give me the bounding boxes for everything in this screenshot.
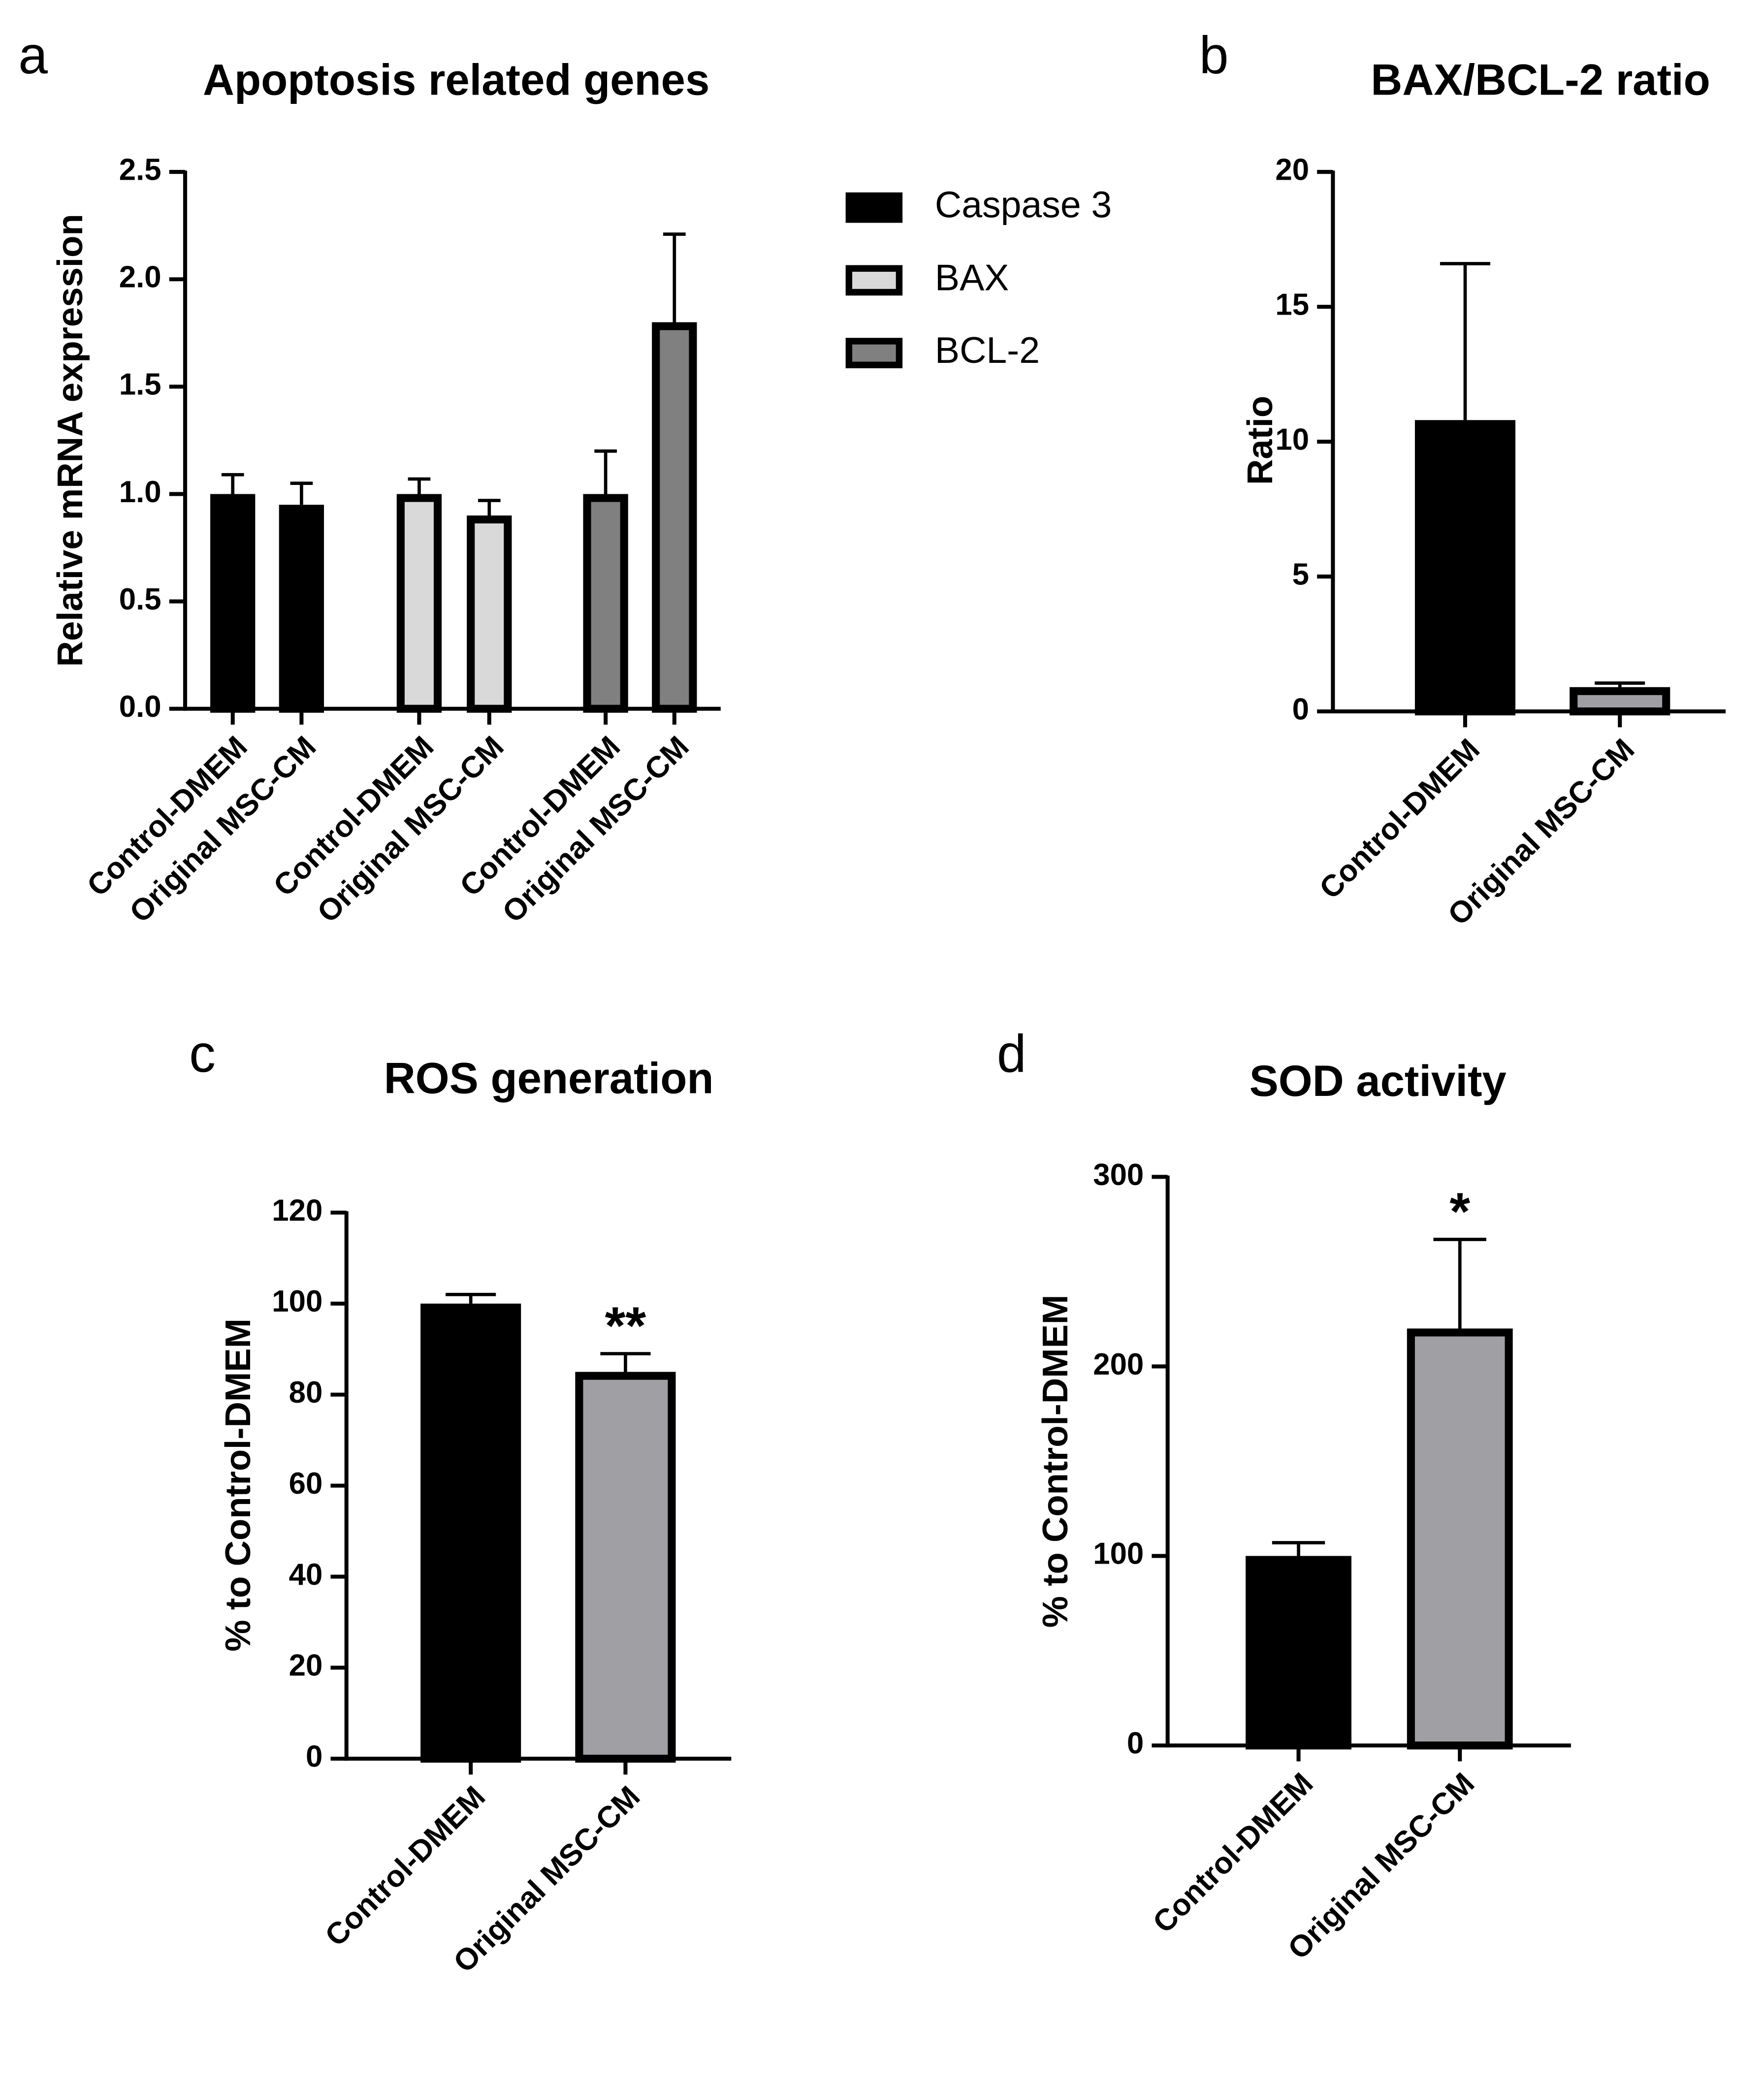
y-tick-label: 200 [1093, 1347, 1144, 1381]
y-tick-label: 120 [272, 1193, 322, 1227]
y-tick-label: 2.5 [119, 153, 161, 187]
bar [583, 494, 628, 713]
y-tick-label: 20 [1275, 153, 1309, 187]
chart-title: ROS generation [384, 1054, 714, 1102]
y-tick-label: 100 [1093, 1537, 1144, 1571]
x-tick-label: Control-DMEM [319, 1780, 492, 1953]
bar [1246, 1556, 1351, 1750]
panel-label: c [189, 1024, 216, 1083]
y-axis-label: Relative mRNA expression [50, 214, 90, 667]
y-tick-label: 40 [289, 1558, 323, 1592]
panel-label: a [18, 26, 48, 85]
chart-title: BAX/BCL-2 ratio [1371, 56, 1710, 104]
legend-swatch [845, 338, 903, 369]
y-tick-label: 300 [1093, 1158, 1144, 1192]
y-axis-label: % to Control-DMEM [218, 1318, 258, 1652]
y-axis-label: Ratio [1240, 396, 1280, 485]
y-tick-label: 5 [1292, 557, 1309, 591]
bar [420, 1303, 521, 1763]
legend-label: BCL-2 [935, 329, 1040, 371]
significance-label: * [1449, 1182, 1470, 1241]
y-axis-label: % to Control-DMEM [1035, 1295, 1075, 1628]
y-tick-label: 0 [1292, 692, 1309, 726]
y-tick-label: 1.0 [119, 475, 161, 509]
y-tick-label: 2.0 [119, 260, 161, 294]
y-tick-label: 80 [289, 1376, 323, 1410]
chart-title: Apoptosis related genes [203, 56, 709, 104]
y-tick-label: 10 [1275, 422, 1309, 456]
y-tick-label: 1.5 [119, 368, 161, 402]
bar [1570, 687, 1670, 716]
bar [210, 494, 256, 713]
x-tick-label: Control-DMEM [1146, 1766, 1319, 1940]
y-tick-label: 20 [289, 1649, 323, 1683]
y-tick-label: 100 [272, 1284, 322, 1318]
bar [652, 322, 697, 713]
legend-swatch [845, 192, 903, 223]
bar [1414, 420, 1516, 716]
chart-title: SOD activity [1250, 1057, 1507, 1105]
bar [467, 515, 512, 713]
legend-label: Caspase 3 [935, 184, 1112, 225]
bar [396, 494, 442, 713]
bar [1407, 1328, 1513, 1750]
panel-label: b [1199, 26, 1229, 85]
panel-label: d [997, 1024, 1026, 1083]
y-tick-label: 60 [289, 1467, 323, 1501]
bar [575, 1372, 676, 1763]
significance-label: ** [605, 1296, 646, 1355]
bar [279, 505, 324, 713]
x-tick-label: Control-DMEM [1313, 733, 1486, 906]
legend-swatch [845, 265, 903, 296]
legend-label: BAX [935, 256, 1009, 298]
y-tick-label: 0 [1127, 1727, 1144, 1761]
y-tick-label: 0 [306, 1740, 322, 1774]
y-tick-label: 15 [1275, 288, 1309, 321]
y-tick-label: 0.0 [119, 690, 161, 724]
y-tick-label: 0.5 [119, 582, 161, 616]
